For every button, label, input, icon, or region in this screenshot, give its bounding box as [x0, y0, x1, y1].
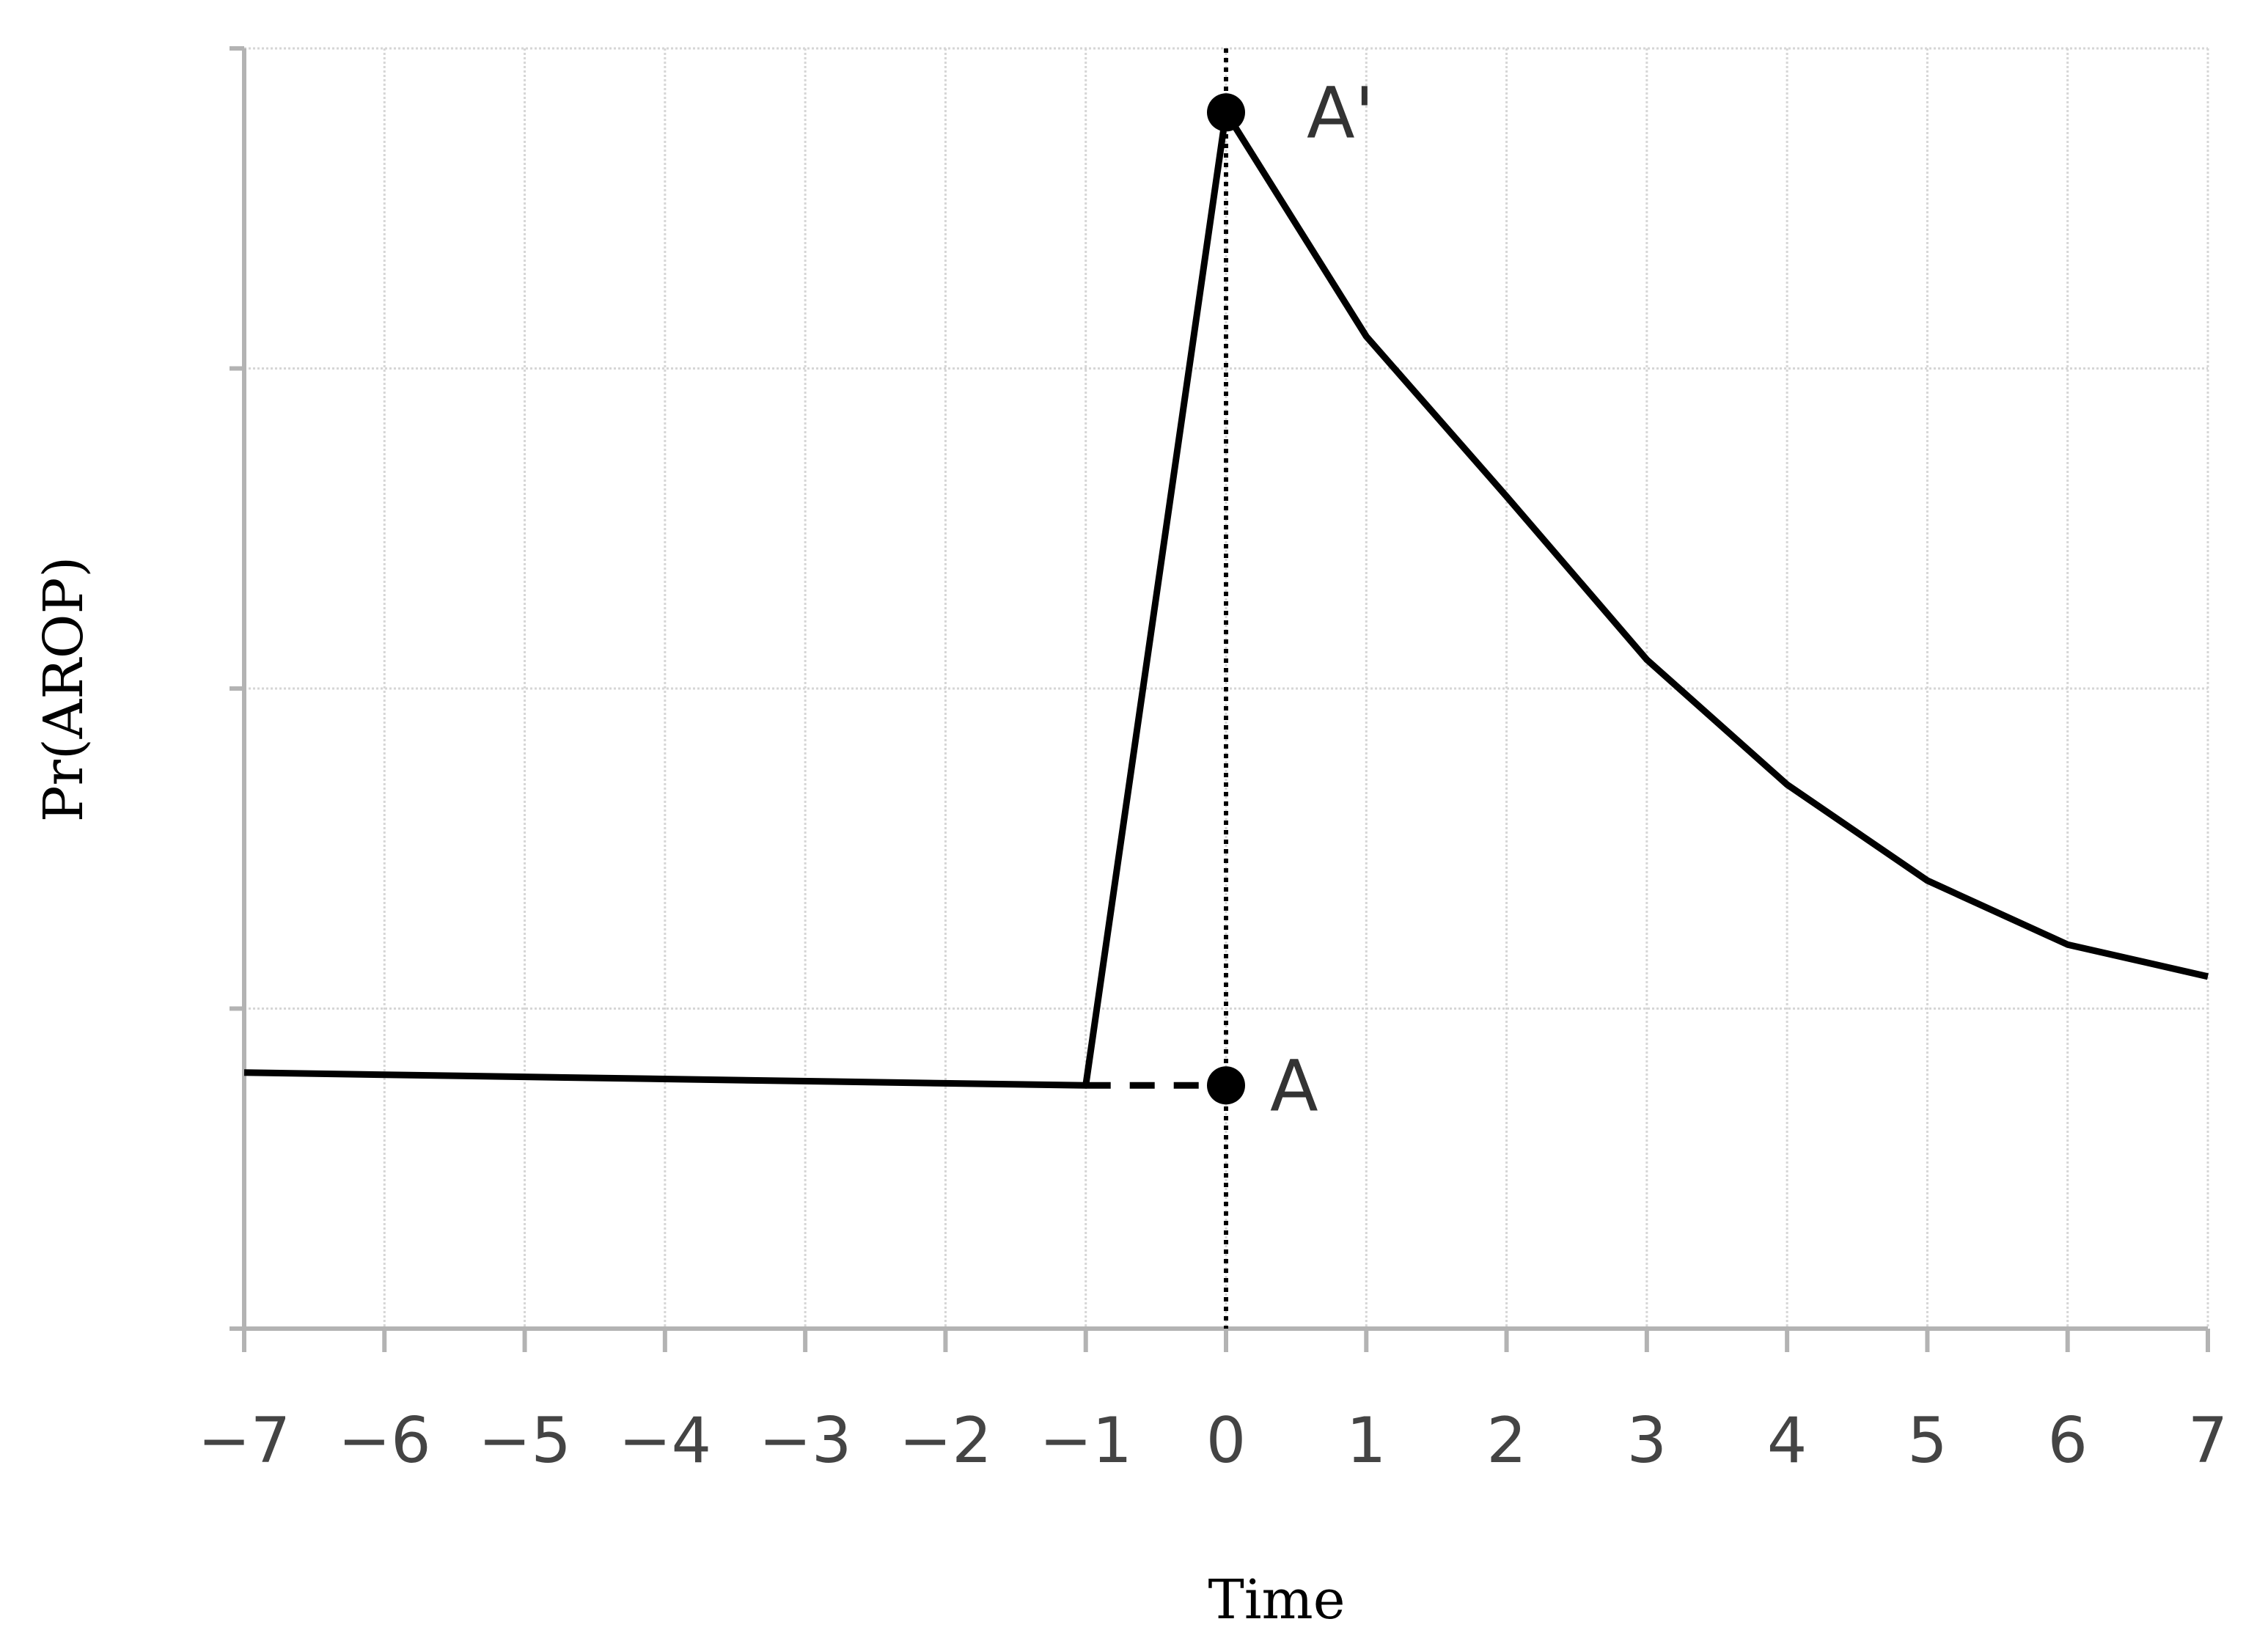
annotation-label: A [1270, 1045, 1318, 1127]
series-line [243, 109, 2209, 1089]
x-tick-label: 0 [1206, 1404, 1247, 1477]
x-axis-title: Time [1208, 1568, 1346, 1631]
x-tick-label: −5 [478, 1404, 571, 1477]
x-tick-label: −1 [1039, 1404, 1132, 1477]
y-axis-title: Pr(AROP) [32, 557, 95, 823]
x-tick-label: −4 [618, 1404, 711, 1477]
x-tick-label: −2 [899, 1404, 992, 1477]
series [243, 48, 2209, 1329]
annotation-point [1207, 1066, 1245, 1105]
x-tick-label: 7 [2188, 1404, 2228, 1477]
x-tick-label: 1 [1346, 1404, 1387, 1477]
x-tick-label: 6 [2047, 1404, 2088, 1477]
axes [230, 46, 2210, 1352]
annotations: A' A [1207, 72, 1374, 1127]
x-tick-label: 4 [1767, 1404, 1808, 1477]
x-tick-labels: −7 −6 −5 −4 −3 −2 −1 0 1 2 3 4 5 6 7 [198, 1404, 2228, 1477]
annotation-label: A' [1307, 72, 1374, 154]
x-tick-label: −7 [198, 1404, 291, 1477]
x-tick-label: −3 [759, 1404, 852, 1477]
x-tick-label: 2 [1486, 1404, 1527, 1477]
x-tick-label: 5 [1907, 1404, 1948, 1477]
annotation-point [1207, 93, 1245, 132]
x-tick-label: −6 [338, 1404, 431, 1477]
x-tick-label: 3 [1626, 1404, 1667, 1477]
